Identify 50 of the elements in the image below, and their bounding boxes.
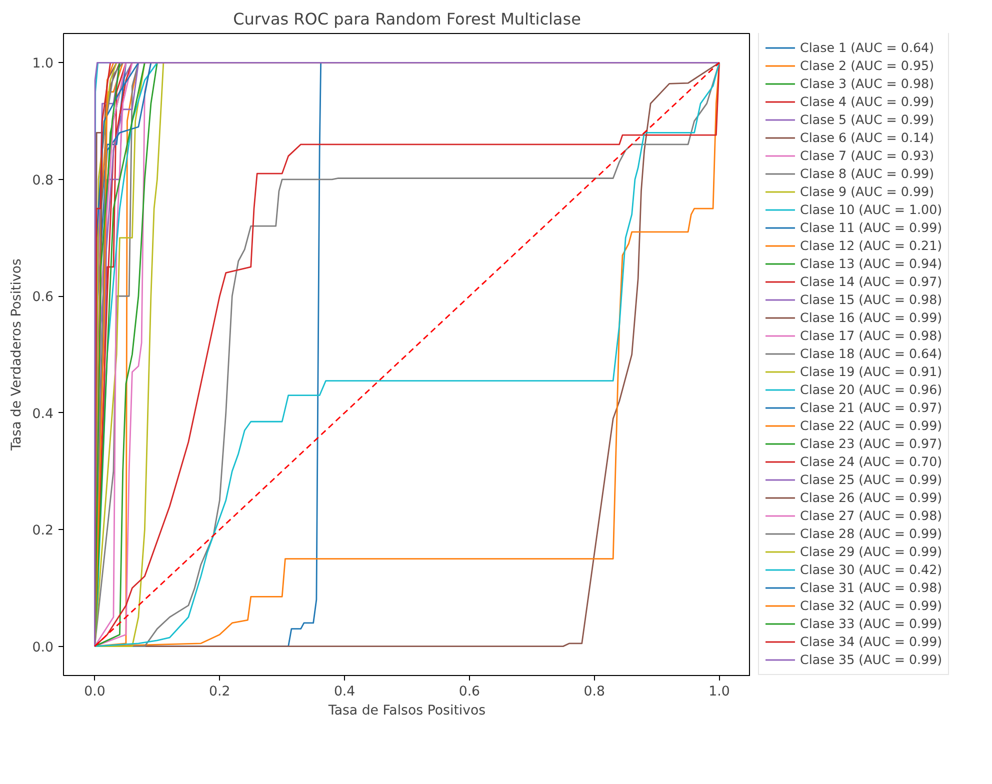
legend-label: Clase 20 (AUC = 0.96) [800, 381, 942, 398]
legend-label: Clase 21 (AUC = 0.97) [800, 399, 942, 416]
legend-label: Clase 29 (AUC = 0.99) [800, 543, 942, 560]
y-tick-label: 0.6 [32, 290, 54, 306]
y-tick-label: 1.0 [32, 56, 54, 72]
legend-label: Clase 32 (AUC = 0.99) [800, 597, 942, 614]
x-axis-title: Tasa de Falsos Positivos [327, 704, 486, 718]
x-tick-label: 0.2 [209, 684, 230, 700]
legend-label: Clase 5 (AUC = 0.99) [800, 111, 934, 128]
legend-label: Clase 15 (AUC = 0.98) [800, 291, 942, 308]
legend-label: Clase 2 (AUC = 0.95) [800, 57, 934, 74]
legend-label: Clase 6 (AUC = 0.14) [800, 129, 934, 146]
y-tick-label: 0.0 [32, 640, 54, 656]
legend-label: Clase 23 (AUC = 0.97) [800, 435, 942, 452]
chart-title: Curvas ROC para Random Forest Multiclase [233, 10, 581, 28]
legend-label: Clase 25 (AUC = 0.99) [800, 471, 942, 488]
y-tick-label: 0.8 [32, 173, 54, 188]
legend-label: Clase 30 (AUC = 0.42) [800, 561, 942, 578]
legend-label: Clase 1 (AUC = 0.64) [800, 39, 934, 56]
x-tick-label: 1.0 [708, 684, 730, 700]
legend-label: Clase 9 (AUC = 0.99) [800, 183, 934, 200]
legend-label: Clase 24 (AUC = 0.70) [800, 453, 942, 470]
x-tick-label: 0.6 [458, 684, 480, 700]
x-tick-label: 0.4 [334, 684, 356, 700]
legend-label: Clase 19 (AUC = 0.91) [800, 363, 942, 380]
legend-label: Clase 27 (AUC = 0.98) [800, 507, 942, 524]
legend-label: Clase 31 (AUC = 0.98) [800, 579, 942, 596]
legend-label: Clase 17 (AUC = 0.98) [800, 327, 942, 344]
legend-label: Clase 8 (AUC = 0.99) [800, 165, 934, 182]
legend-label: Clase 13 (AUC = 0.94) [800, 255, 942, 272]
legend-label: Clase 35 (AUC = 0.99) [800, 651, 942, 668]
legend-label: Clase 33 (AUC = 0.99) [800, 615, 942, 632]
legend-label: Clase 4 (AUC = 0.99) [800, 93, 934, 110]
legend-label: Clase 10 (AUC = 1.00) [800, 201, 942, 218]
legend-label: Clase 11 (AUC = 0.99) [800, 219, 942, 236]
legend-label: Clase 22 (AUC = 0.99) [800, 417, 942, 434]
legend-label: Clase 3 (AUC = 0.98) [800, 75, 934, 92]
legend-label: Clase 28 (AUC = 0.99) [800, 525, 942, 542]
legend-label: Clase 12 (AUC = 0.21) [800, 237, 942, 254]
y-axis-title: Tasa de Verdaderos Positivos [9, 258, 24, 452]
y-tick-label: 0.2 [32, 524, 54, 539]
legend-label: Clase 18 (AUC = 0.64) [800, 345, 942, 362]
x-tick-label: 0.8 [584, 684, 605, 700]
x-tick-label: 0.0 [84, 684, 106, 700]
legend-label: Clase 14 (AUC = 0.97) [800, 273, 942, 290]
y-tick-label: 0.4 [32, 406, 54, 422]
legend-label: Clase 34 (AUC = 0.99) [800, 633, 942, 650]
legend-label: Clase 26 (AUC = 0.99) [800, 489, 942, 506]
legend-label: Clase 16 (AUC = 0.99) [800, 309, 942, 326]
legend-label: Clase 7 (AUC = 0.93) [800, 147, 934, 164]
